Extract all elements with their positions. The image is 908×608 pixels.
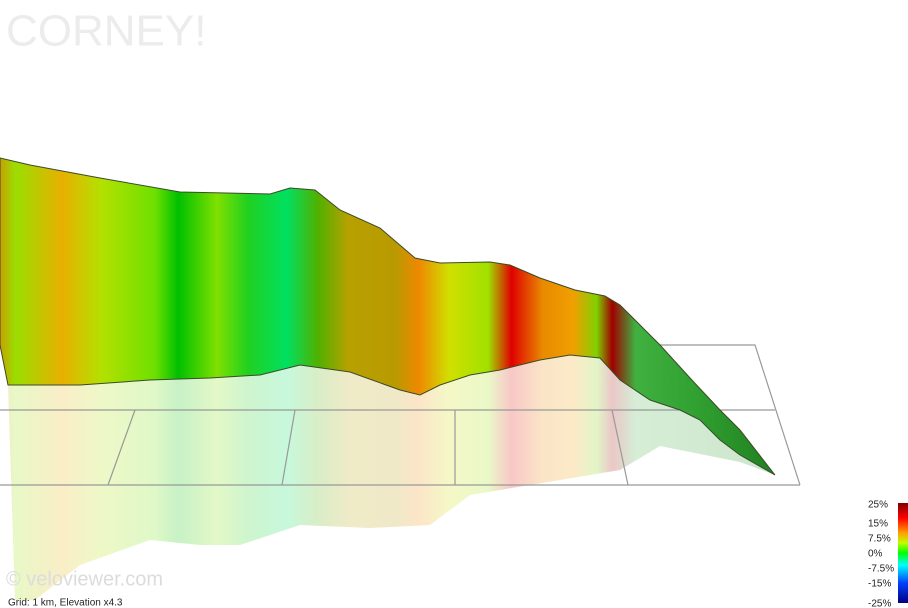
reflection: [8, 355, 775, 600]
grid-line: [611, 409, 629, 486]
legend-label: 15%: [868, 519, 888, 530]
title: CORNEY!: [6, 7, 206, 56]
grid-line: [655, 344, 801, 486]
grid-line: [107, 409, 136, 486]
legend-label: -7.5%: [868, 564, 894, 575]
legend-label: 25%: [868, 500, 888, 511]
color-scale: [898, 503, 908, 603]
grid-line: [281, 409, 296, 486]
watermark: © veloviewer.com: [6, 568, 163, 590]
legend-label: -25%: [868, 599, 891, 608]
legend-label: 0%: [868, 549, 883, 560]
legend: 25% 15% 7.5% 0% -7.5% -15% -25%: [868, 500, 894, 608]
profile: [0, 157, 776, 476]
legend-label: -15%: [868, 579, 891, 590]
legend-label: 7.5%: [868, 534, 891, 545]
profile-reflection: [8, 355, 775, 600]
grid: [0, 344, 801, 486]
footer: Grid: 1 km, Elevation x4.3: [8, 598, 123, 608]
